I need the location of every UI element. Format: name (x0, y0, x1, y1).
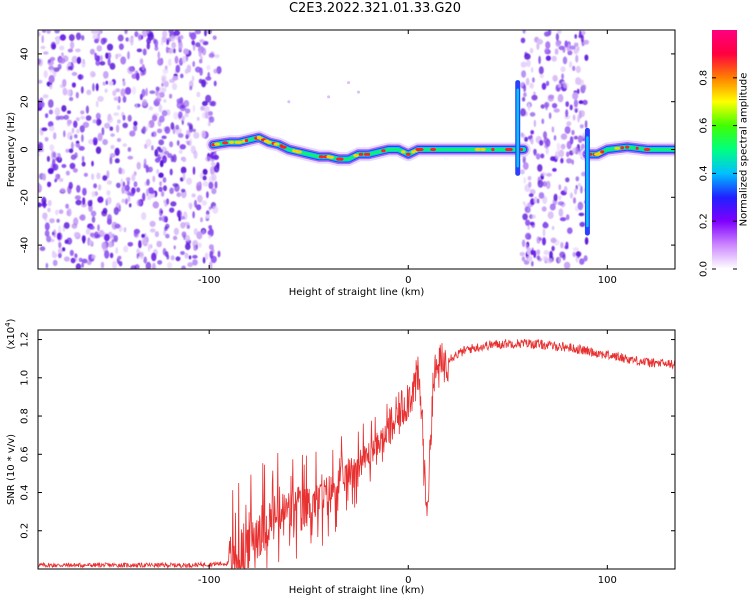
x-tick-label: 100 (598, 275, 617, 286)
y-tick-label: 0 (20, 146, 31, 152)
snr-frame (37, 329, 676, 570)
y-tick-label: 0.2 (20, 523, 31, 539)
colorbar-gradient (712, 30, 737, 269)
spectrogram-plot-area (38, 30, 675, 269)
colorbar: 0.0 0.2 0.4 0.6 0.8 Normalized spectral ampli… (699, 30, 750, 277)
spectrogram-panel: -100 0 100 -40 -20 0 20 40 Height of straight li… (6, 29, 676, 298)
noise-region (38, 30, 222, 269)
x-tick-label: -100 (198, 275, 221, 286)
colorbar-tick-label: 0.2 (699, 213, 710, 229)
x-tick-label: 0 (405, 575, 411, 586)
y-tick-label: 0.8 (20, 408, 31, 424)
snr-plot-area (38, 338, 675, 569)
x-tick-label: 0 (405, 275, 411, 286)
y-tick-label: 0.6 (20, 446, 31, 462)
snr-line (38, 338, 675, 569)
y-tick-label: -20 (20, 189, 31, 205)
y-tick-label: 40 (20, 48, 31, 61)
y-tick-label: 0.4 (20, 485, 31, 501)
colorbar-tick-label: 0.0 (699, 261, 710, 277)
x-axis-label: Height of straight line (km) (289, 287, 425, 298)
faint-point (327, 95, 331, 99)
y-tick-label: 1.2 (20, 332, 31, 348)
y-tick-label: 20 (20, 95, 31, 108)
faint-point (287, 100, 291, 104)
faint-point (347, 81, 351, 85)
y-axis-label: Frequency (Hz) (6, 112, 17, 188)
x-tick-label: -100 (198, 575, 221, 586)
y-scale-multiplier: (x104) (4, 318, 17, 349)
faint-point (356, 90, 360, 94)
x-tick-label: 100 (598, 575, 617, 586)
figure-title: C2E3.2022.321.01.33.G20 (288, 1, 462, 16)
noise-region (519, 30, 590, 269)
spectral-ridge (206, 80, 675, 236)
colorbar-tick-label: 0.8 (699, 70, 710, 86)
y-axis-label: SNR (10 * v/v) (6, 434, 17, 505)
colorbar-tick-label: 0.4 (699, 165, 710, 181)
colorbar-label: Normalized spectral amplitude (739, 73, 750, 227)
y-tick-label: -40 (20, 237, 31, 253)
y-tick-label: 1.0 (20, 370, 31, 386)
x-axis-label: Height of straight line (km) (289, 585, 425, 596)
snr-panel: -100 0 100 0.2 0.4 0.6 0.8 1.0 1.2 Height of stra… (4, 318, 676, 596)
colorbar-tick-label: 0.6 (699, 118, 710, 134)
